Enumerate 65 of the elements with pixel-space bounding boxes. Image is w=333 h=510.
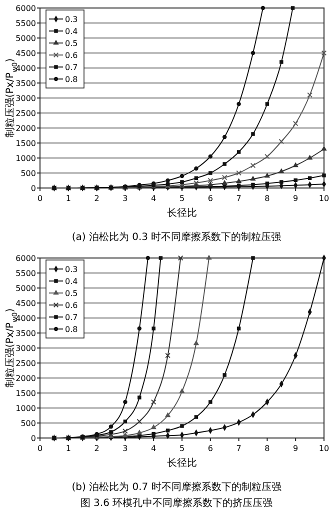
y-tick-label: 0 (30, 434, 36, 443)
y-tick-label: 4000 (16, 314, 36, 323)
y-tick-label: 5000 (16, 34, 36, 43)
x-tick-label: 3 (122, 444, 128, 453)
y-tick-label: 3500 (16, 78, 36, 88)
x-tick-label: 8 (264, 444, 270, 453)
y-tick-label: 1500 (16, 138, 36, 148)
y-tick-label: 3000 (16, 344, 36, 353)
y-tick-label: 500 (20, 168, 36, 178)
x-tick-label: 5 (179, 444, 185, 453)
legend-label: 0.8 (65, 324, 78, 334)
x-axis-title: 长径比 (167, 457, 197, 469)
x-tick-label: 10 (318, 444, 330, 453)
legend-label: 0.8 (65, 74, 78, 84)
x-tick-label: 10 (318, 194, 330, 203)
x-tick-label: 4 (151, 444, 156, 453)
y-tick-label: 4500 (16, 298, 36, 308)
x-tick-label: 8 (264, 194, 270, 203)
legend-label: 0.5 (65, 288, 78, 298)
y-tick-label: 5000 (16, 284, 36, 293)
text: (a) 泊松比为 0.3 时不同摩擦系数下的制粒压强 (72, 231, 282, 243)
x-tick-label: 2 (94, 444, 100, 453)
legend-label: 0.4 (65, 276, 78, 286)
x-tick-label: 9 (293, 194, 298, 203)
y-tick-label: 3000 (16, 94, 36, 103)
legend-label: 0.7 (65, 312, 78, 322)
x-tick-label: 1 (66, 444, 71, 453)
y-tick-label: 2500 (16, 358, 36, 368)
y-tick-label: 1000 (16, 404, 36, 413)
legend-label: 0.6 (65, 300, 78, 310)
x-tick-label: 3 (122, 194, 128, 203)
x-tick-label: 7 (236, 444, 242, 453)
y-tick-label: 0 (30, 184, 36, 193)
x-tick-label: 7 (236, 194, 242, 203)
y-tick-label: 6000 (16, 254, 36, 263)
legend-label: 0.3 (65, 264, 78, 274)
y-tick-label: 2500 (16, 108, 36, 118)
y-tick-label: 500 (20, 418, 36, 428)
x-tick-label: 6 (208, 194, 213, 203)
x-tick-label: 0 (37, 444, 43, 453)
y-tick-label: 5500 (16, 268, 36, 278)
legend-label: 0.4 (65, 26, 78, 36)
x-tick-label: 2 (94, 194, 100, 203)
y-tick-label: 3500 (16, 328, 36, 338)
y-tick-label: 2000 (16, 124, 36, 133)
y-tick-label: 6000 (16, 4, 36, 13)
x-tick-label: 5 (179, 194, 185, 203)
y-tick-label: 5500 (16, 18, 36, 28)
x-tick-label: 6 (208, 444, 213, 453)
y-tick-label: 2000 (16, 374, 36, 383)
y-tick-label: 1500 (16, 388, 36, 398)
y-tick-label: 4500 (16, 48, 36, 58)
x-axis-title: 长径比 (167, 207, 197, 219)
legend-label: 0.6 (65, 50, 78, 60)
x-tick-label: 1 (66, 194, 71, 203)
legend-label: 0.7 (65, 62, 78, 72)
legend-label: 0.3 (65, 14, 78, 24)
x-tick-label: 0 (37, 194, 43, 203)
text: (b) 泊松比为 0.7 时不同摩擦系数下的制粒压强 (72, 481, 282, 493)
y-tick-label: 1000 (16, 154, 36, 163)
caption: 图 3.6 环模孔中不同摩擦系数下的挤压压强 (80, 497, 273, 509)
y-tick-label: 4000 (16, 64, 36, 73)
x-tick-label: 4 (151, 194, 156, 203)
legend-label: 0.5 (65, 38, 78, 48)
x-tick-label: 9 (293, 444, 298, 453)
